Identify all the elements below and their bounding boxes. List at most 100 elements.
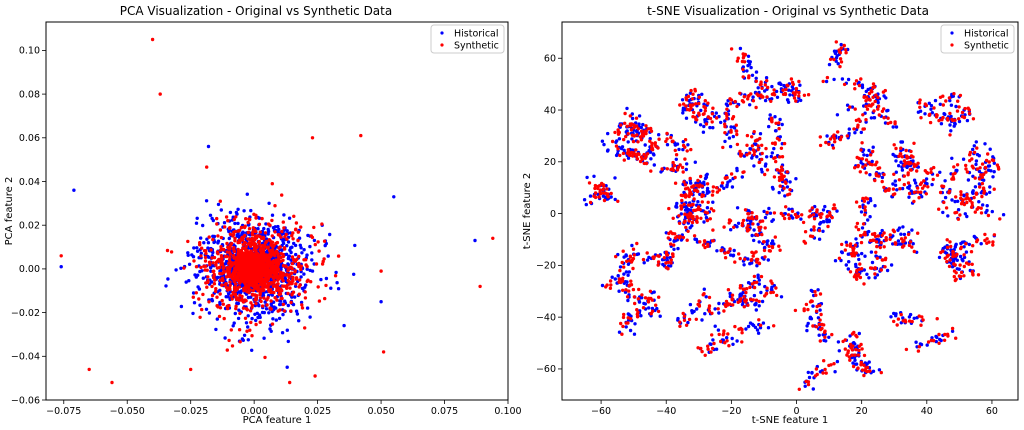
pca-point-synthetic xyxy=(263,231,268,235)
pca-point-synthetic xyxy=(238,298,242,302)
pca-y-tick-label: 0.02 xyxy=(19,221,40,232)
tsne-point-synthetic xyxy=(641,134,646,138)
tsne-point-historical xyxy=(703,312,707,316)
pca-point-synthetic xyxy=(232,249,236,253)
tsne-point-synthetic xyxy=(858,205,862,209)
pca-point-synthetic xyxy=(287,266,291,270)
pca-point-synthetic xyxy=(292,214,296,218)
tsne-point-historical xyxy=(827,62,832,67)
tsne-point-synthetic xyxy=(964,167,968,171)
tsne-point-synthetic xyxy=(620,260,624,265)
tsne-point-synthetic xyxy=(751,217,755,221)
tsne-point-synthetic xyxy=(819,215,823,219)
tsne-point-historical xyxy=(860,83,865,87)
tsne-point-historical xyxy=(754,308,758,312)
pca-point-synthetic xyxy=(256,257,261,261)
pca-point-historical xyxy=(323,243,327,248)
pca-point-synthetic xyxy=(280,288,284,293)
tsne-point-synthetic xyxy=(861,165,865,169)
pca-point-synthetic xyxy=(246,230,250,235)
tsne-point-historical xyxy=(877,368,882,372)
tsne-point-synthetic xyxy=(976,206,981,210)
pca-point-historical xyxy=(249,208,253,213)
tsne-point-historical xyxy=(791,216,795,220)
tsne-point-historical xyxy=(956,208,961,212)
pca-point-historical xyxy=(264,307,269,311)
tsne-point-historical xyxy=(630,116,635,121)
pca-point-synthetic xyxy=(283,235,287,239)
pca-point-synthetic xyxy=(294,277,298,281)
pca-point-synthetic xyxy=(267,248,272,253)
pca-point-synthetic xyxy=(297,264,301,269)
pca-point-synthetic xyxy=(268,239,272,243)
pca-point-synthetic xyxy=(291,275,295,280)
tsne-point-historical xyxy=(977,182,982,186)
pca-point-historical xyxy=(286,240,291,244)
tsne-point-historical xyxy=(617,137,622,141)
tsne-point-historical xyxy=(758,326,763,330)
pca-point-historical xyxy=(216,241,220,245)
pca-point-historical xyxy=(274,318,278,322)
tsne-point-historical xyxy=(655,306,659,311)
tsne-point-synthetic xyxy=(765,168,770,172)
pca-point-historical xyxy=(208,265,213,269)
tsne-point-synthetic xyxy=(702,105,706,109)
tsne-point-synthetic xyxy=(965,170,970,174)
tsne-point-synthetic xyxy=(871,95,875,100)
tsne-point-synthetic xyxy=(752,274,757,279)
tsne-point-historical xyxy=(633,322,637,326)
pca-point-synthetic xyxy=(232,292,236,296)
tsne-point-synthetic xyxy=(814,293,818,297)
pca-point-historical xyxy=(232,321,236,325)
pca-point-synthetic xyxy=(255,264,260,268)
tsne-point-synthetic xyxy=(943,332,947,337)
tsne-point-historical xyxy=(665,255,669,260)
tsne-point-historical xyxy=(751,95,755,99)
tsne-point-historical xyxy=(893,179,897,183)
tsne-point-synthetic xyxy=(952,274,956,279)
tsne-point-historical xyxy=(832,77,836,82)
pca-point-synthetic xyxy=(212,272,216,277)
pca-point-synthetic xyxy=(290,271,294,275)
pca-point-synthetic xyxy=(246,289,250,294)
pca-legend-label-historical: Historical xyxy=(454,29,499,40)
tsne-point-historical xyxy=(630,137,634,141)
pca-point-historical xyxy=(201,223,205,228)
pca-point-synthetic xyxy=(268,252,272,256)
pca-point-synthetic xyxy=(215,304,219,308)
tsne-point-synthetic xyxy=(960,115,965,119)
pca-point-historical xyxy=(174,268,178,272)
tsne-point-synthetic xyxy=(919,116,923,120)
tsne-point-historical xyxy=(600,139,605,143)
tsne-point-historical xyxy=(723,119,727,123)
tsne-point-historical xyxy=(768,113,772,117)
pca-point-synthetic xyxy=(281,220,285,224)
tsne-point-synthetic xyxy=(932,106,936,110)
tsne-point-historical xyxy=(817,333,821,337)
tsne-point-synthetic xyxy=(902,182,906,187)
tsne-point-synthetic xyxy=(899,312,903,317)
tsne-chart: t-SNE Visualization - Original vs Synthe… xyxy=(522,4,1019,426)
tsne-point-historical xyxy=(963,113,967,117)
pca-point-synthetic xyxy=(203,259,208,263)
pca-point-synthetic xyxy=(317,249,321,253)
tsne-point-historical xyxy=(714,111,718,115)
pca-point-synthetic xyxy=(262,296,266,300)
tsne-point-historical xyxy=(861,162,865,167)
tsne-point-synthetic xyxy=(855,155,859,160)
tsne-point-synthetic xyxy=(858,262,862,266)
pca-point-historical xyxy=(218,269,222,273)
tsne-point-synthetic xyxy=(695,189,700,194)
pca-point-synthetic xyxy=(279,259,283,263)
pca-point-historical xyxy=(326,254,330,258)
pca-point-historical xyxy=(179,266,183,270)
pca-point-historical xyxy=(195,246,199,250)
tsne-point-historical xyxy=(613,277,617,281)
tsne-point-synthetic xyxy=(947,96,952,100)
tsne-point-historical xyxy=(839,250,844,254)
tsne-point-synthetic xyxy=(650,141,654,145)
tsne-point-historical xyxy=(775,95,780,100)
pca-point-synthetic xyxy=(215,216,219,221)
tsne-point-historical xyxy=(762,209,766,214)
tsne-point-historical xyxy=(728,179,732,183)
